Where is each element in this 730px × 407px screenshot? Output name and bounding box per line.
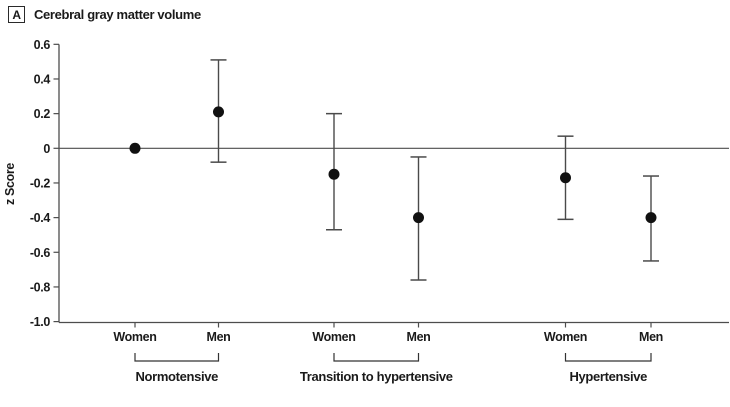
- x-tick-label: Women: [113, 330, 156, 344]
- y-tick-label: -0.4: [30, 211, 51, 225]
- data-point: [645, 212, 657, 224]
- panel-letter-badge: A: [8, 6, 25, 23]
- x-tick-label: Men: [407, 330, 431, 344]
- group-bracket: [564, 353, 652, 362]
- y-tick-label: -0.8: [30, 280, 51, 294]
- x-tick-label: Men: [639, 330, 663, 344]
- data-point: [560, 172, 571, 184]
- y-tick-label: 0.6: [34, 38, 51, 52]
- y-tick-label: -0.6: [30, 246, 51, 260]
- y-tick-label: -0.2: [30, 176, 51, 190]
- y-tick-label: 0.2: [34, 107, 51, 121]
- y-axis-title: z Score: [3, 163, 17, 205]
- y-tick-label: -1.0: [30, 315, 51, 329]
- data-point: [413, 212, 424, 224]
- group-label: Normotensive: [136, 369, 219, 384]
- x-tick-label: Women: [544, 330, 587, 344]
- group-label: Transition to hypertensive: [300, 369, 453, 384]
- y-tick-label: 0.4: [34, 72, 51, 86]
- data-point: [328, 168, 340, 180]
- data-point: [129, 142, 141, 154]
- x-tick-label: Women: [312, 330, 355, 344]
- group-label: Hypertensive: [570, 369, 648, 384]
- figure-header: A Cerebral gray matter volume: [8, 6, 201, 23]
- y-tick-label: 0: [43, 142, 50, 156]
- group-bracket: [333, 353, 420, 362]
- figure-title: Cerebral gray matter volume: [34, 7, 201, 22]
- data-point: [213, 106, 224, 118]
- group-bracket: [134, 353, 220, 362]
- x-tick-label: Men: [207, 330, 231, 344]
